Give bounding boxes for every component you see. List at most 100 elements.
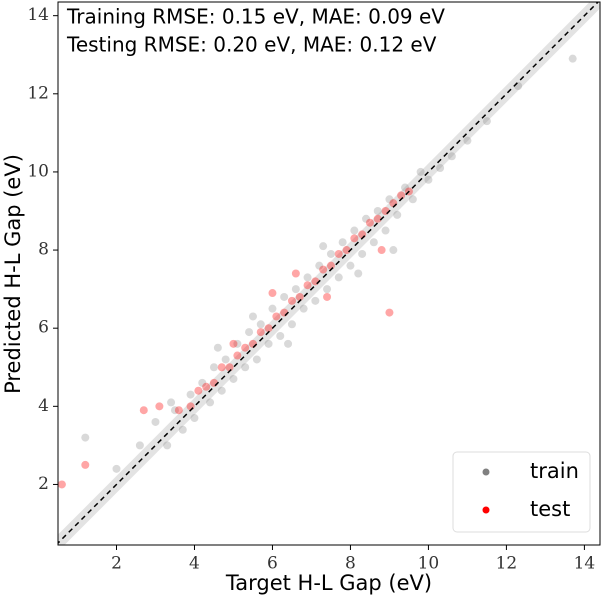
point (447, 152, 456, 161)
point (354, 269, 363, 278)
point (377, 246, 386, 255)
point (241, 363, 250, 372)
x-tick-label: 14 (574, 554, 596, 574)
y-tick-label: 8 (38, 240, 49, 260)
point (170, 406, 179, 415)
point (326, 261, 335, 270)
point (135, 441, 144, 450)
point (381, 226, 390, 235)
legend-marker (482, 506, 490, 514)
legend-marker (482, 468, 490, 476)
x-tick-label: 2 (111, 554, 122, 574)
point (190, 414, 199, 423)
point (482, 117, 491, 126)
point (408, 195, 417, 204)
x-tick-label: 12 (496, 554, 518, 574)
point (186, 402, 195, 411)
point (311, 277, 320, 286)
point (229, 374, 238, 383)
point (217, 386, 226, 395)
point (365, 218, 374, 227)
point (155, 402, 164, 411)
y-axis-label: Predicted H-L Gap (eV) (1, 154, 25, 394)
point (424, 175, 433, 184)
point (202, 382, 211, 391)
legend-label: test (530, 497, 570, 521)
point (221, 355, 230, 364)
point (256, 320, 265, 329)
point (252, 355, 261, 364)
point (241, 343, 250, 352)
x-axis-label: Target H-L Gap (eV) (225, 571, 432, 595)
point (389, 246, 398, 255)
point (416, 167, 425, 176)
point (280, 308, 289, 317)
plot-frame (57, 1, 601, 546)
point (385, 308, 394, 317)
point (319, 265, 328, 274)
point (514, 81, 523, 90)
y-tick-label: 2 (38, 474, 49, 494)
point (350, 234, 359, 243)
annotation: Training RMSE: 0.15 eV, MAE: 0.09 eV (66, 5, 445, 29)
point (373, 214, 382, 223)
point (319, 242, 328, 251)
point (401, 183, 410, 192)
point (346, 261, 355, 270)
point (233, 351, 242, 360)
point (342, 246, 351, 255)
point (233, 339, 242, 348)
annotation: Testing RMSE: 0.20 eV, MAE: 0.12 eV (66, 33, 437, 57)
point (139, 406, 148, 415)
point (174, 406, 183, 415)
point (385, 195, 394, 204)
point (326, 249, 335, 258)
reference-line (58, 2, 600, 545)
point (186, 390, 195, 399)
point (178, 425, 187, 434)
point (280, 292, 289, 301)
point (295, 292, 304, 301)
point (463, 136, 472, 145)
point (369, 238, 378, 247)
y-tick-label: 6 (38, 318, 49, 338)
point (217, 363, 226, 372)
x-tick-label: 8 (345, 554, 356, 574)
x-tick-label: 10 (418, 554, 440, 574)
point (276, 332, 285, 341)
y-tick-label: 12 (27, 83, 49, 103)
y-tick-label: 14 (27, 5, 49, 25)
point (362, 214, 371, 223)
point (358, 230, 367, 239)
point (272, 312, 281, 321)
point (268, 304, 277, 313)
point (315, 261, 324, 270)
point (209, 363, 218, 372)
point (397, 191, 406, 200)
point (284, 339, 293, 348)
x-tick-label: 4 (189, 554, 200, 574)
point (225, 363, 234, 372)
point (311, 296, 320, 305)
point (287, 296, 296, 305)
point (268, 289, 277, 298)
point (334, 273, 343, 282)
y-tick-label: 10 (27, 161, 49, 181)
point (194, 386, 203, 395)
point (206, 398, 215, 407)
point (112, 464, 121, 473)
legend-label: train (530, 459, 579, 483)
point (373, 206, 382, 215)
point (151, 417, 160, 426)
point (291, 285, 300, 294)
point (213, 343, 222, 352)
point (198, 378, 207, 387)
point (393, 210, 402, 219)
point (245, 328, 254, 337)
point (303, 273, 312, 282)
point (264, 339, 273, 348)
point (323, 292, 332, 301)
x-tick-label: 6 (267, 554, 278, 574)
point (389, 199, 398, 208)
